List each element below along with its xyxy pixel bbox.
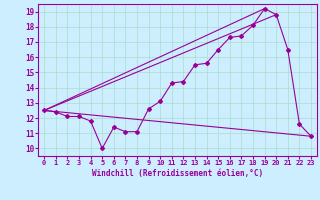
X-axis label: Windchill (Refroidissement éolien,°C): Windchill (Refroidissement éolien,°C): [92, 169, 263, 178]
